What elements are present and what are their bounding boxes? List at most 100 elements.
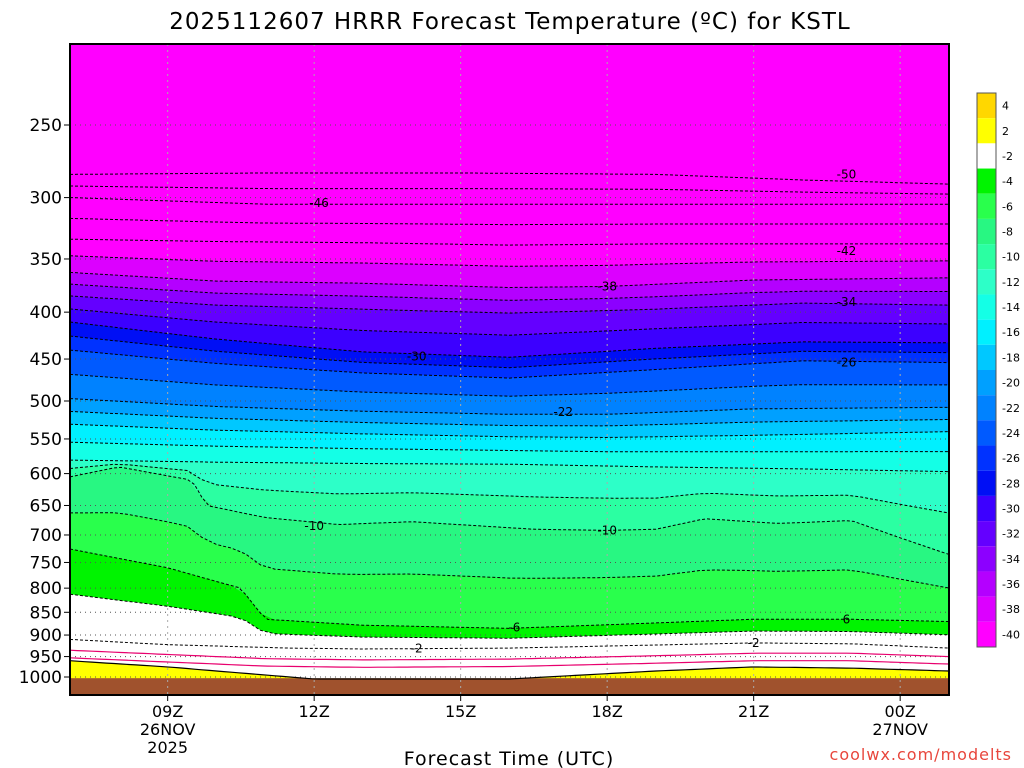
colorbar-label: -28	[1002, 477, 1020, 490]
y-tick-label: 250	[30, 116, 62, 136]
isotherm-line	[69, 463, 950, 514]
colorbar-swatch	[977, 596, 996, 622]
isotherm-line	[69, 373, 949, 397]
isotherm-line	[69, 217, 949, 226]
colorbar-swatch	[977, 621, 996, 647]
y-tick-label: 450	[30, 350, 62, 370]
colorbar-swatch	[977, 521, 996, 547]
x-tick-label: 09Z	[152, 702, 183, 721]
freezing-line	[69, 649, 950, 661]
isotherm-line	[70, 512, 950, 589]
credit-text: coolwx.com/modelts	[830, 745, 1012, 764]
colorbar-swatch	[977, 470, 996, 496]
isotherm-line	[69, 466, 950, 555]
isotherm-line	[69, 197, 949, 205]
colorbar-swatch	[977, 571, 996, 597]
isotherm-line	[69, 295, 950, 314]
isotherm-line	[69, 410, 950, 427]
colorbar-label: -2	[1002, 150, 1013, 163]
grid-lines	[70, 44, 949, 695]
x-tick-label: 26NOV	[140, 720, 196, 739]
colorbar-swatch	[977, 269, 996, 295]
isotherm-line	[69, 441, 949, 453]
colorbar-frame	[976, 92, 997, 648]
x-tick-label: 15Z	[445, 702, 476, 721]
y-tick-label: 500	[30, 392, 62, 412]
contour-label: -30	[407, 349, 427, 363]
freezing-line-lower	[69, 657, 950, 668]
colorbar-label: -26	[1002, 452, 1020, 465]
ground-surface	[70, 678, 949, 695]
colorbar-label: -6	[1002, 200, 1013, 213]
y-axis-pressure: 250 300 350 400 450 500 550 600 650 700 750 800 850 9…	[19, 116, 70, 688]
y-tick-label: 750	[30, 553, 62, 573]
colorbar-legend: 4 2 -2 -4 -6 -8 -10 -12 -14 -16 -18 -20 -22 -24 -26 -28…	[976, 92, 1020, 648]
contour-label: 6	[843, 612, 851, 626]
contour-label: -34	[837, 295, 857, 309]
x-axis-label: Forecast Time (UTC)	[404, 748, 614, 768]
colorbar-label: -40	[1002, 628, 1020, 641]
contour-label: -26	[837, 356, 857, 370]
contour-label: -2	[748, 636, 760, 650]
colorbar-label: -20	[1002, 377, 1020, 390]
colorbar-swatch	[977, 244, 996, 270]
x-tick-label: 27NOV	[872, 720, 928, 739]
colorbar-swatch	[977, 445, 996, 471]
colorbar-swatch	[977, 319, 996, 345]
colorbar-label: -16	[1002, 326, 1020, 339]
y-tick-label: 800	[30, 579, 62, 599]
colorbar-swatch	[977, 294, 996, 320]
isotherm-line	[69, 238, 949, 246]
colorbar-swatch	[977, 218, 996, 245]
colorbar-label: -36	[1002, 578, 1020, 591]
x-tick-label: 2025	[147, 738, 188, 757]
y-tick-label: 1000	[19, 668, 62, 688]
x-tick-label: 12Z	[299, 702, 330, 721]
isotherm-line	[69, 172, 950, 185]
colorbar-label: -12	[1002, 276, 1020, 289]
isotherm-line	[69, 548, 950, 629]
colorbar-label: -34	[1002, 553, 1020, 566]
contour-label: -42	[837, 244, 857, 258]
colorbar-swatch	[977, 370, 996, 396]
isotherm-line	[69, 638, 950, 650]
colorbar-label: -30	[1002, 503, 1020, 516]
y-tick-label: 700	[30, 526, 62, 546]
warm-layer-line	[69, 660, 950, 680]
x-tick-label: 00Z	[885, 702, 916, 721]
plot-frame	[69, 43, 950, 696]
colorbar-label: 2	[1002, 125, 1009, 138]
contour-label: -38	[597, 279, 617, 293]
y-tick-label: 900	[30, 626, 62, 646]
colorbar-swatch	[977, 193, 996, 219]
colorbar-label: -18	[1002, 351, 1020, 364]
colorbar-label: -32	[1002, 528, 1020, 541]
y-tick-label: 650	[30, 496, 62, 516]
y-tick-label: 850	[30, 603, 62, 623]
y-tick-label: 950	[30, 648, 62, 668]
isotherm-line	[69, 271, 949, 289]
y-tick-label: 400	[30, 303, 62, 323]
contour-label: -22	[553, 405, 573, 419]
colorbar-swatch	[977, 93, 996, 119]
colorbar-label: -22	[1002, 402, 1020, 415]
colorbar-swatch	[977, 143, 996, 169]
isotherm-line	[69, 593, 950, 639]
contour-label: -6	[508, 620, 520, 634]
x-tick-label: 18Z	[592, 702, 623, 721]
contour-label: -10	[597, 523, 617, 537]
ground-band	[70, 678, 949, 695]
isotherm-line	[69, 423, 950, 439]
isotherm-line	[69, 349, 950, 379]
colorbar-swatch	[977, 118, 996, 144]
colorbar-swatch	[977, 344, 996, 370]
colorbar-swatch	[977, 395, 996, 421]
colorbar-swatch	[977, 168, 996, 194]
isotherm-line	[69, 459, 950, 473]
isotherm-line	[69, 398, 950, 415]
colorbar-swatch	[977, 495, 996, 522]
x-tick-label: 21Z	[738, 702, 769, 721]
colorbar-label: -14	[1002, 301, 1020, 314]
